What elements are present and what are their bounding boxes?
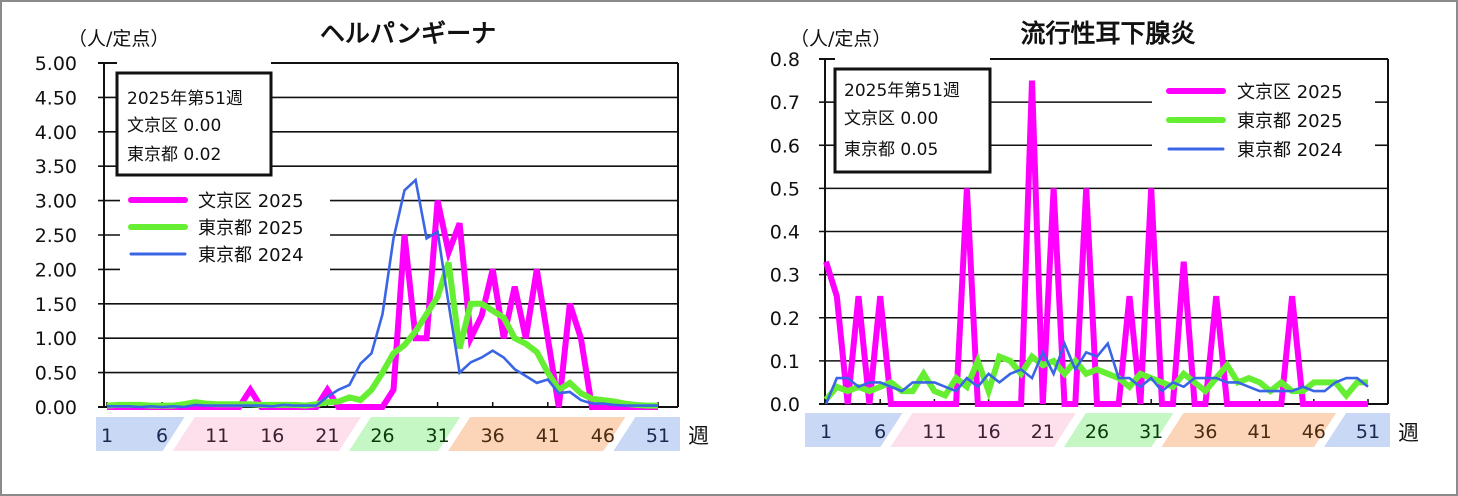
info-bunkyo: 文京区 0.00	[844, 109, 938, 129]
y-axis-ticks: 0.0 0.1 0.2 0.3 0.4 0.5 0.6 0.7 0.8	[770, 49, 800, 416]
legend-label: 文京区 2025	[1237, 82, 1343, 103]
series-line-2	[107, 177, 658, 409]
season-band-autumn	[448, 417, 626, 451]
season-band-winter-end	[1324, 413, 1390, 447]
season-bands: 1 6 11 16 21 26 31 36 41 46 51	[805, 413, 1390, 447]
y-tick-label: 0.50	[35, 363, 77, 385]
info-box: 2025年第51週 文京区 0.00 東京都 0.05	[833, 67, 992, 174]
legend-label: 文京区 2025	[198, 191, 304, 212]
mumps-chart: （人/定点） 流行性耳下腺炎 0.00.10.20.30.40.50.60.70…	[770, 19, 1419, 447]
series-line-1	[106, 261, 658, 409]
season-bands: 1 6 11 16 21 26 31 36 41 46 51	[96, 417, 680, 451]
legend-label: 東京都 2024	[198, 245, 304, 266]
y-unit-label: （人/定点）	[790, 28, 891, 50]
x-tick-label: 21	[1031, 421, 1055, 443]
y-tick-label: 3.50	[35, 156, 77, 178]
x-tick-label: 11	[205, 425, 229, 447]
y-tick-label: 3.00	[35, 191, 77, 213]
chart-title: 流行性耳下腺炎	[1020, 19, 1195, 48]
x-tick-label: 36	[1193, 421, 1217, 443]
x-tick-label: 51	[646, 425, 670, 447]
y-tick-label: 0.5	[770, 178, 800, 200]
x-tick-label: 51	[1356, 421, 1380, 443]
y-tick-label: 2.00	[35, 259, 77, 281]
info-tokyo: 東京都 0.05	[844, 140, 938, 160]
y-tick-label: 4.50	[35, 87, 77, 109]
season-band-summer	[1063, 413, 1174, 447]
y-tick-label: 0.8	[770, 49, 800, 71]
y-tick-label: 0.6	[770, 135, 800, 157]
legend-label: 東京都 2025	[198, 218, 304, 239]
y-tick-label: 5.00	[35, 53, 77, 75]
x-tick-label: 6	[874, 421, 886, 443]
y-tick-label: 0.7	[770, 92, 800, 114]
x-tick-label: 41	[536, 425, 560, 447]
y-axis-ticks: 0.00 0.50 1.00 1.50 2.00 2.50 3.00 3.50 4.00 4.50…	[35, 53, 77, 419]
grid-lines	[819, 58, 1389, 405]
season-band-summer	[348, 417, 461, 451]
x-tick-label: 26	[1085, 421, 1109, 443]
y-tick-label: 4.00	[35, 122, 77, 144]
legend-label: 東京都 2025	[1237, 111, 1343, 132]
x-tick-label: 16	[977, 421, 1001, 443]
x-tick-label: 31	[426, 425, 450, 447]
series-line-0	[107, 199, 658, 410]
x-tick-label: 16	[260, 425, 284, 447]
herpangina-chart: （人/定点） ヘルパンギーナ 0.00 0.50 1.00 1.50 2.00 2.50 3…	[35, 19, 709, 451]
y-tick-label: 0.1	[770, 351, 800, 373]
info-week: 2025年第51週	[127, 89, 243, 109]
y-tick-label: 0.4	[770, 222, 800, 244]
data-series	[106, 177, 658, 410]
y-tick-label: 0.3	[770, 265, 800, 287]
season-band-spring	[172, 417, 361, 451]
x-axis-unit: 週	[688, 424, 709, 448]
season-band-winter-start	[96, 417, 185, 451]
legend: 文京区 2025 東京都 2025 東京都 2024	[128, 191, 304, 266]
x-tick-label: 41	[1248, 421, 1272, 443]
legend-label: 東京都 2024	[1237, 140, 1343, 161]
y-tick-label: 0.00	[35, 397, 77, 419]
season-band-winter-start	[805, 413, 903, 447]
x-tick-label: 6	[156, 425, 168, 447]
data-series	[823, 80, 1369, 407]
series-line-1	[823, 352, 1368, 402]
y-tick-label: 1.50	[35, 294, 77, 316]
y-tick-label: 2.50	[35, 225, 77, 247]
series-line-0	[823, 80, 1368, 407]
chart-title: ヘルパンギーナ	[320, 19, 496, 48]
season-band-spring	[890, 413, 1076, 447]
info-tokyo: 東京都 0.02	[127, 145, 221, 165]
x-tick-label: 1	[820, 421, 832, 443]
x-tick-label: 26	[370, 425, 394, 447]
x-axis-unit: 週	[1398, 421, 1419, 445]
season-band-autumn	[1161, 413, 1337, 447]
info-week: 2025年第51週	[844, 81, 960, 101]
x-tick-label: 1	[101, 425, 113, 447]
season-band-winter-end	[613, 417, 680, 451]
x-tick-label: 46	[591, 425, 615, 447]
info-box: 2025年第51週 文京区 0.00 東京都 0.02	[115, 71, 273, 177]
info-bunkyo: 文京区 0.00	[127, 116, 221, 136]
x-tick-label: 46	[1302, 421, 1326, 443]
x-tick-label: 11	[922, 421, 946, 443]
y-unit-label: （人/定点）	[68, 28, 169, 50]
legend: 文京区 2025 東京都 2025 東京都 2024	[1166, 82, 1343, 161]
x-tick-label: 36	[481, 425, 505, 447]
x-tick-label: 21	[315, 425, 339, 447]
y-tick-label: 0.2	[770, 308, 800, 330]
y-tick-label: 0.0	[770, 394, 800, 416]
series-line-2	[824, 340, 1369, 405]
x-tick-label: 31	[1139, 421, 1163, 443]
y-tick-label: 1.00	[35, 328, 77, 350]
